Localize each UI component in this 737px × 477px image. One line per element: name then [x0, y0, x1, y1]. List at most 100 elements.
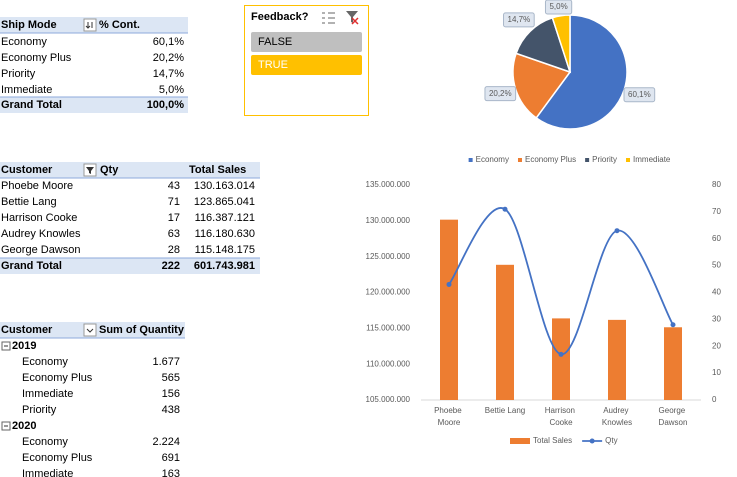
cell: 17 — [168, 212, 180, 224]
row-label: Immediate — [22, 468, 73, 477]
cell: 5,0% — [159, 84, 184, 96]
data-label-box — [623, 87, 656, 103]
line-marker — [614, 228, 620, 234]
clear-x — [351, 17, 359, 25]
row-label: Economy — [1, 36, 47, 48]
y-tick-label: 135.000.000 — [366, 180, 411, 189]
cell: 43 — [168, 180, 180, 192]
data-label-box — [484, 86, 517, 102]
cell: 116.387.121 — [195, 212, 255, 224]
pie-slice — [551, 14, 571, 73]
column-header: Customer — [1, 164, 53, 176]
data-label: 14,7% — [508, 15, 531, 24]
x-tick-line: Phoebe — [434, 406, 464, 415]
row-label: George Dawson — [1, 244, 81, 256]
x-tick-line: Audrey — [603, 406, 631, 415]
row-label: Economy — [22, 436, 68, 448]
charts: 60,1% 20,2% 14,7% 5,0% Economy Economy Plus Pr… — [366, 0, 721, 445]
cell: 116.180.630 — [195, 228, 255, 240]
slicer-item[interactable]: TRUE — [258, 59, 288, 71]
row-label: Phoebe Moore — [1, 180, 73, 192]
cell: 71 — [168, 196, 180, 208]
column-header: Sum of Quantity — [99, 324, 185, 336]
filter-icon — [86, 167, 94, 174]
y-tick-label: 115.000.000 — [366, 323, 410, 332]
column-header: Customer — [1, 324, 53, 336]
legend-swatch — [510, 438, 530, 444]
y2-tick-label: 40 — [712, 288, 721, 297]
cell: 1.677 — [152, 356, 180, 368]
bar — [552, 318, 570, 400]
cell: 14,7% — [153, 68, 184, 80]
cell: 123.865.041 — [194, 196, 255, 208]
y2-tick-label: 70 — [712, 207, 721, 216]
legend-label: Immediate — [633, 155, 671, 164]
column-header: Total Sales — [189, 164, 246, 176]
row-label: Immediate — [1, 84, 52, 96]
y-tick-label: 110.000.000 — [366, 359, 410, 368]
data-label: 5,0% — [549, 2, 567, 11]
cell: 2.224 — [152, 436, 180, 448]
cell: 691 — [162, 452, 180, 464]
y-tick-label: 130.000.000 — [366, 216, 411, 225]
y-tick-label: 125.000.000 — [366, 252, 411, 261]
line-marker — [558, 351, 564, 357]
x-tick-line: Knowles — [602, 418, 632, 427]
row-label: Immediate — [22, 388, 73, 400]
bar — [608, 319, 626, 400]
cell: 163 — [162, 468, 180, 477]
x-tick-label: Phoebe Moore — [434, 406, 464, 427]
filter-button[interactable] — [83, 323, 97, 337]
multi-select-icon[interactable] — [322, 12, 335, 24]
y2-tick-label: 0 — [712, 395, 717, 404]
cell: 20,2% — [153, 52, 184, 64]
total-label: Grand Total — [1, 260, 62, 272]
legend-swatch — [517, 158, 522, 162]
dropdown-icon — [86, 328, 94, 333]
legend-label: Economy Plus — [525, 155, 576, 164]
total-bg — [0, 258, 260, 274]
slicer-item-bg[interactable] — [251, 32, 362, 52]
cell: 156 — [162, 388, 180, 400]
y2-tick-label: 80 — [712, 180, 721, 189]
slicer-item-bg[interactable] — [251, 55, 362, 75]
group-label: 2019 — [12, 340, 36, 352]
header-bg — [0, 162, 260, 178]
y2-tick-label: 30 — [712, 314, 721, 323]
y-tick-label: 105.000.000 — [366, 395, 411, 404]
legend-swatch — [626, 158, 631, 162]
line-marker — [446, 281, 452, 287]
row-label: Bettie Lang — [1, 196, 57, 208]
bar — [440, 219, 458, 400]
y2-tick-label: 50 — [712, 261, 721, 270]
column-header: % Cont. — [99, 19, 140, 31]
total-bg — [0, 97, 188, 113]
row-label: Priority — [22, 404, 57, 416]
data-label-box — [544, 0, 573, 15]
filter-button[interactable] — [83, 18, 97, 32]
clear-filter-icon[interactable] — [346, 11, 358, 23]
row-label: Economy Plus — [22, 452, 93, 464]
data-label: 20,2% — [489, 89, 512, 98]
x-tick-line: Moore — [438, 418, 461, 427]
x-tick-line: George — [659, 406, 688, 415]
cell: 565 — [162, 372, 180, 384]
x-tick-label: Bettie Lang — [485, 406, 525, 415]
cell: 115.148.175 — [195, 244, 255, 256]
data-label-box — [503, 12, 535, 28]
row-label: Economy Plus — [1, 52, 72, 64]
y2-tick-label: 10 — [712, 368, 721, 377]
x-tick-line: Harrison — [545, 406, 577, 415]
legend-swatch — [468, 158, 473, 162]
legend-label: Economy — [476, 155, 509, 164]
x-tick-line: Cooke — [549, 418, 573, 427]
total-cell: 100,0% — [147, 99, 185, 111]
slicer-item[interactable]: FALSE — [258, 36, 292, 48]
x-tick-label: Audrey Knowles — [602, 406, 632, 427]
column-header: Qty — [100, 164, 119, 176]
column-header: Ship Mode — [1, 19, 57, 31]
slicer-title: Feedback? — [251, 11, 309, 23]
y2-tick-label: 20 — [712, 341, 721, 350]
